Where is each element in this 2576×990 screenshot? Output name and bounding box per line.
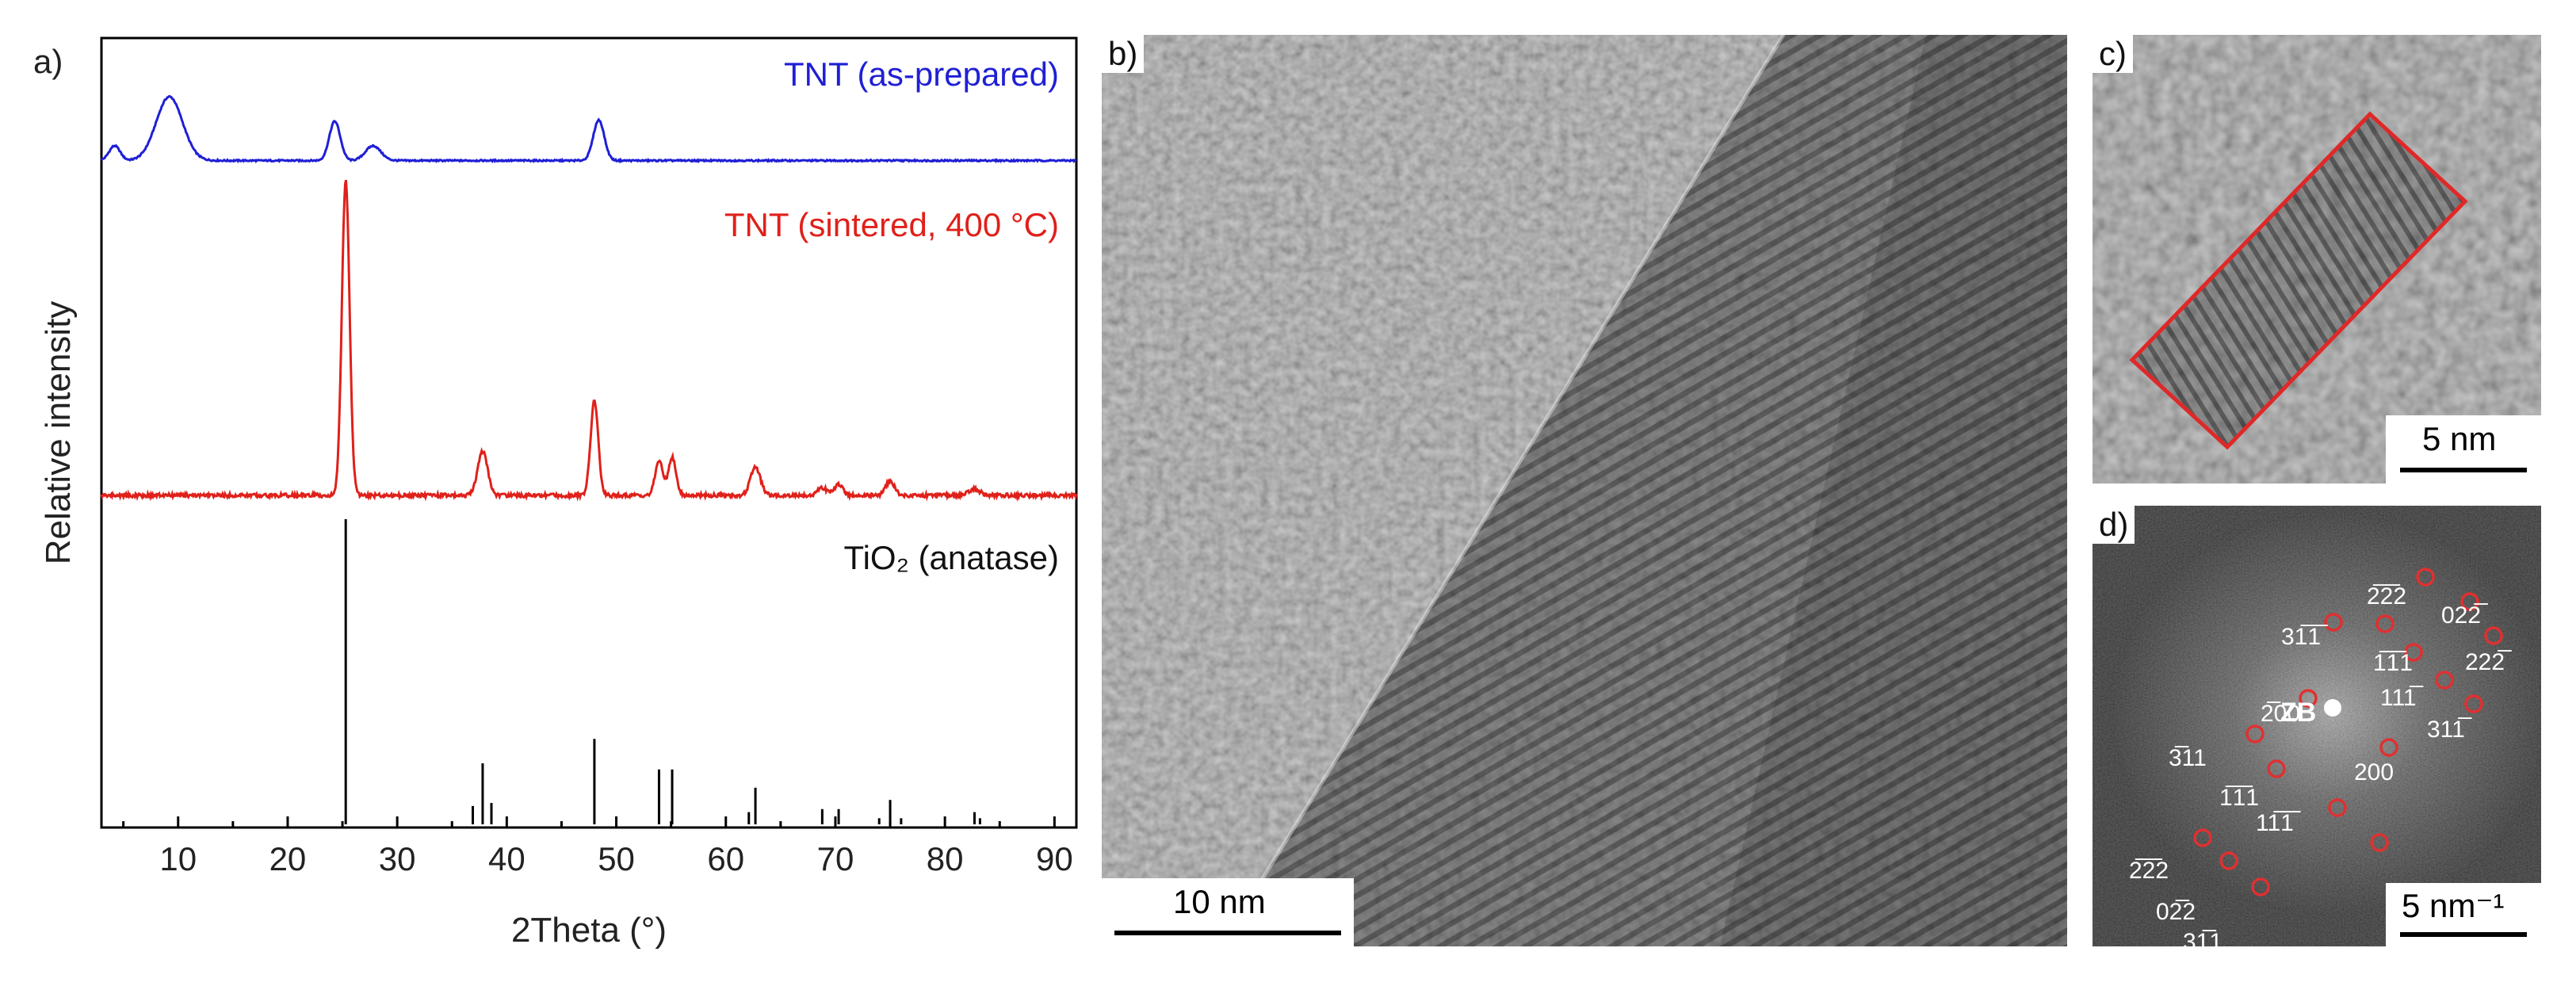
x-tick-label: 30 xyxy=(379,840,416,877)
plot-frame xyxy=(100,36,1078,829)
x-tick-label: 50 xyxy=(598,840,635,877)
x-tick-label: 90 xyxy=(1036,840,1073,877)
fft-diffractogram: ZB 2̅2̅2 022̅ 31̅1̅ 1̅1̅1 222̅ 2̅00 111̅311̅ 3̅… xyxy=(2093,506,2541,946)
reflection-label: 2̅00 xyxy=(2261,701,2300,727)
reflection-ring xyxy=(2404,643,2423,662)
reflection-label: 022̅ xyxy=(2441,602,2488,629)
x-tick-label: 80 xyxy=(927,840,964,877)
scale-bar-b: 10 nm xyxy=(1102,878,1354,946)
panel-label-d: d) xyxy=(2093,506,2135,544)
panel-a-xrd-chart: a) TNT (as-prepared) TNT (sintered, 400 °… xyxy=(0,0,1094,986)
scale-bar-d-label: 5 nm⁻¹ xyxy=(2402,887,2505,924)
zone-axis-label: ZB xyxy=(2280,698,2316,728)
panel-label-b: b) xyxy=(1102,35,1145,73)
panel-b-hrtem-image: b) 10 nm xyxy=(1102,35,2067,946)
reflection-label: 311̅ xyxy=(2427,717,2472,743)
reflection-label: 2̅2̅2 xyxy=(2367,583,2406,610)
panel-d-fft-image: ZB 2̅2̅2 022̅ 31̅1̅ 1̅1̅1 222̅ 2̅00 111̅ 311̅ 3̅… xyxy=(2093,506,2541,946)
reflection-ring xyxy=(2219,851,2238,870)
reflection-ring xyxy=(2324,613,2343,632)
reflection-label: 111̅ xyxy=(2380,685,2424,711)
reflection-label: 222̅ xyxy=(2465,649,2512,675)
reflection-ring xyxy=(2299,689,2318,708)
x-axis-label: 2Theta (°) xyxy=(511,911,667,950)
panel-label-c: c) xyxy=(2093,35,2133,73)
scale-bar-c-line xyxy=(2400,468,2527,472)
hrtem-zoom-image xyxy=(2093,35,2541,484)
hrtem-nanotube-image xyxy=(1102,35,2067,946)
x-tick-label: 40 xyxy=(488,840,526,877)
series-3: TiO₂ (anatase) xyxy=(344,519,1059,824)
reflection-label: 11̅1̅ xyxy=(2256,810,2301,836)
reflection-ring xyxy=(2435,671,2454,690)
reflection-ring xyxy=(2328,798,2347,817)
fft-central-spot xyxy=(2324,699,2341,717)
series-title-1: TNT (as-prepared) xyxy=(784,55,1059,93)
series-line xyxy=(100,179,1078,502)
x-tick-label: 10 xyxy=(159,840,197,877)
reflection-ring xyxy=(2484,626,2503,645)
reflection-label: 3̅11 xyxy=(2169,745,2207,771)
x-tick-label: 70 xyxy=(817,840,854,877)
panel-label-a: a) xyxy=(33,43,63,80)
series-line xyxy=(100,94,1076,164)
reflection-ring xyxy=(2370,833,2389,852)
reflection-ring xyxy=(2251,877,2270,896)
reflection-ring xyxy=(2464,694,2483,713)
reflection-label: 1̅1̅1 xyxy=(2373,650,2413,676)
reflection-label: 1̅1̅1 xyxy=(2219,785,2259,811)
reflection-ring xyxy=(2379,738,2398,757)
x-tick-label: 20 xyxy=(269,840,307,877)
x-ticks-layer: 10 20 30 40 50 60 70 80 90 xyxy=(122,816,1073,877)
reflection-label: 2̅2̅2 xyxy=(2129,858,2169,884)
reflection-ring xyxy=(2267,759,2286,778)
reflection-label: 200 xyxy=(2354,759,2394,786)
scale-bar-c-label: 5 nm xyxy=(2422,420,2497,457)
reflection-label: 31̅1 xyxy=(2183,929,2222,946)
series-layer: TNT (as-prepared) TNT (sintered, 400 °C) T… xyxy=(100,55,1078,824)
reflection-ring xyxy=(2245,724,2265,743)
reflection-label: 02̅2 xyxy=(2156,899,2196,925)
scale-bar-b-label: 10 nm xyxy=(1173,883,1266,920)
series-1: TNT (as-prepared) xyxy=(100,55,1076,164)
reflection-labels: 2̅2̅2 022̅ 31̅1̅ 1̅1̅1 222̅ 2̅00 111̅311̅ 3̅11 2… xyxy=(2129,583,2512,946)
x-tick-label: 60 xyxy=(707,840,744,877)
scale-bar-d-line xyxy=(2400,932,2527,937)
reflection-ring xyxy=(2460,592,2479,611)
reflection-ring xyxy=(2375,614,2394,633)
selected-region-box xyxy=(2129,111,2468,450)
xrd-chart-svg: a) TNT (as-prepared) TNT (sintered, 400 °… xyxy=(33,36,1078,950)
reflection-ring xyxy=(2193,828,2212,847)
y-axis-label: Relative intensity xyxy=(39,301,78,565)
reflection-rings xyxy=(2193,568,2503,896)
panel-c-hrtem-zoom-image: c) 5 nm xyxy=(2093,35,2541,484)
scale-bar-c: 5 nm xyxy=(2386,415,2541,484)
series-title-3: TiO₂ (anatase) xyxy=(843,539,1059,576)
reflection-ring xyxy=(2416,568,2435,587)
series-title-2: TNT (sintered, 400 °C) xyxy=(724,206,1059,243)
series-2: TNT (sintered, 400 °C) xyxy=(100,179,1078,502)
scale-bar-d: 5 nm⁻¹ xyxy=(2386,883,2541,946)
reflection-label: 31̅1̅ xyxy=(2281,624,2328,650)
scale-bar-b-line xyxy=(1114,931,1341,935)
